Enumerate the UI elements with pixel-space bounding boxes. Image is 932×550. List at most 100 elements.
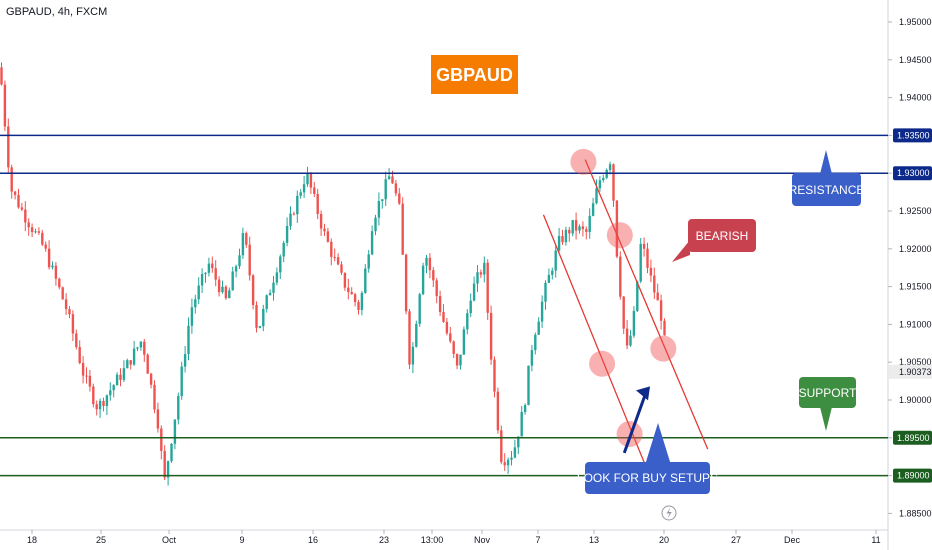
candle-body	[21, 207, 23, 209]
candle-body	[422, 266, 424, 295]
candle-body	[619, 257, 621, 297]
candle-body	[184, 354, 186, 366]
candle-body	[609, 164, 611, 170]
candle-body	[643, 244, 645, 249]
candle-body	[85, 376, 87, 377]
candle-body	[157, 409, 159, 428]
candle-body	[402, 204, 404, 255]
x-tick-label: 27	[731, 535, 741, 545]
candle-body	[354, 294, 356, 302]
x-tick-label: 16	[308, 535, 318, 545]
candle-body	[388, 176, 390, 179]
candle-body	[364, 269, 366, 293]
candle-body	[344, 273, 346, 288]
candle-body	[194, 299, 196, 307]
candle-body	[459, 355, 461, 366]
y-tick-label: 1.92500	[899, 206, 932, 216]
candle-body	[279, 256, 281, 272]
candle-body	[323, 229, 325, 232]
candle-body	[170, 444, 172, 461]
candle-body	[340, 264, 342, 272]
candle-body	[592, 203, 594, 216]
candle-body	[531, 350, 533, 366]
candle-body	[504, 462, 506, 465]
candle-body	[439, 296, 441, 312]
x-tick-label: 9	[239, 535, 244, 545]
candle-body	[147, 355, 149, 374]
candle-body	[126, 360, 128, 368]
candle-body	[17, 195, 19, 207]
candle-body	[136, 347, 138, 348]
candle-body	[191, 307, 193, 325]
candle-body	[204, 273, 206, 274]
level-tag-label: 1.93000	[897, 168, 930, 178]
time-axis[interactable]: 18 25 Oct 9 16 23 13:00 Nov 7 13 20 27 Dec 11	[27, 530, 881, 545]
candle-body	[357, 302, 359, 310]
candle-body	[82, 363, 84, 376]
candle-body	[385, 179, 387, 199]
candle-body	[544, 283, 546, 302]
candle-body	[548, 275, 550, 283]
candle-body	[514, 447, 516, 457]
candle-body	[347, 288, 349, 292]
candle-body	[68, 309, 70, 314]
candle-body	[572, 220, 574, 233]
candle-body	[602, 178, 604, 180]
candle-body	[449, 333, 451, 341]
y-tick-label: 1.91500	[899, 282, 932, 292]
x-tick-label: 18	[27, 535, 37, 545]
candle-body	[521, 412, 523, 436]
y-tick-label: 1.88500	[899, 508, 932, 518]
candle-body	[490, 313, 492, 360]
candle-body	[453, 341, 455, 354]
level-tag-label: 1.89500	[897, 433, 930, 443]
candle-body	[255, 305, 257, 328]
touch-circle	[570, 149, 596, 175]
candle-body	[361, 293, 363, 310]
candle-body	[187, 326, 189, 354]
candle-body	[398, 193, 400, 203]
lightning-icon[interactable]	[662, 506, 676, 520]
candle-body	[45, 245, 47, 249]
candle-body	[334, 257, 336, 258]
candle-body	[657, 292, 659, 300]
candle-body	[640, 244, 642, 281]
touch-circle	[650, 336, 676, 362]
candle-body	[208, 264, 210, 273]
candle-body	[235, 266, 237, 271]
candle-body	[150, 374, 152, 385]
candle-body	[497, 392, 499, 431]
y-tick-label: 1.90000	[899, 395, 932, 405]
candle-body	[629, 336, 631, 346]
candle-body	[368, 254, 370, 268]
candle-body	[89, 376, 91, 387]
candle-body	[463, 329, 465, 354]
candle-body	[378, 201, 380, 218]
candle-body	[286, 226, 288, 243]
candle-body	[198, 285, 200, 299]
candle-body	[351, 292, 353, 294]
candle-body	[425, 258, 427, 266]
candle-body	[303, 184, 305, 192]
x-tick-label: 20	[659, 535, 669, 545]
touch-circle	[589, 351, 615, 377]
x-tick-label: Oct	[162, 535, 177, 545]
candle-body	[0, 67, 2, 84]
candle-body	[102, 401, 104, 406]
candle-body	[153, 385, 155, 410]
candle-body	[483, 263, 485, 275]
candle-body	[653, 276, 655, 293]
candle-body	[283, 243, 285, 257]
candle-body	[113, 385, 115, 390]
candle-body	[31, 227, 33, 232]
x-tick-label: 23	[379, 535, 389, 545]
candle-body	[374, 218, 376, 231]
candle-body	[201, 274, 203, 285]
candle-body	[252, 275, 254, 305]
candle-body	[595, 188, 597, 203]
candle-body	[160, 429, 162, 451]
candle-body	[436, 280, 438, 296]
x-tick-label: 11	[871, 535, 880, 545]
candle-body	[429, 258, 431, 270]
